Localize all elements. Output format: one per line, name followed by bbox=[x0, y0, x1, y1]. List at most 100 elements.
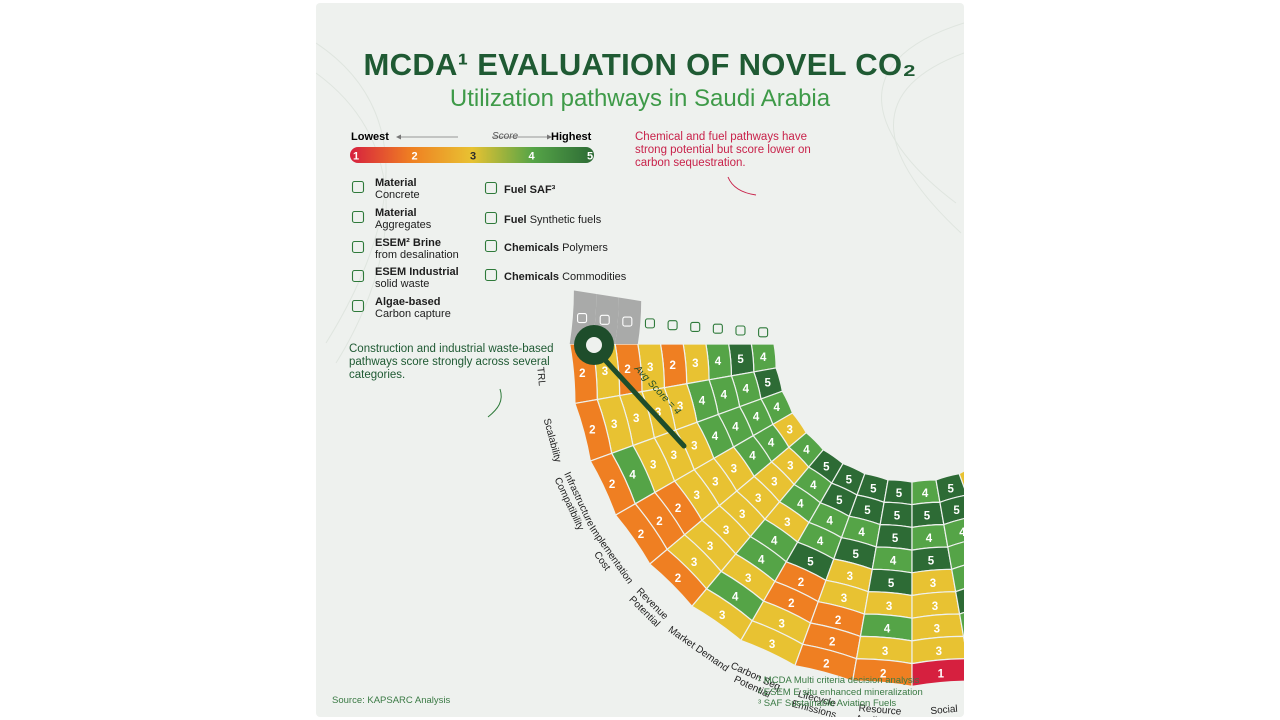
score-wheel: 4543232325444333324444333423443332224333… bbox=[568, 343, 964, 688]
cell-value-label: 4 bbox=[721, 389, 728, 401]
cell-value-label: 3 bbox=[779, 618, 785, 630]
legend-bold: Fuel SAF³ bbox=[504, 184, 556, 196]
cell-value-label: 5 bbox=[853, 549, 860, 561]
cell-value-label: 5 bbox=[870, 483, 877, 495]
cell-value-label: 3 bbox=[771, 477, 777, 489]
cell-value-label: 2 bbox=[675, 573, 681, 585]
cell-value-label: 3 bbox=[647, 362, 653, 374]
cell-value-label: 2 bbox=[656, 516, 662, 528]
scale-lowest-label: Lowest bbox=[351, 131, 389, 143]
synthetic-fuel-icon bbox=[622, 316, 633, 327]
cell-value-label: 4 bbox=[858, 527, 865, 539]
cell-value-label: 3 bbox=[745, 573, 751, 585]
cell-value-label: 5 bbox=[807, 557, 814, 569]
cell-value-label: 3 bbox=[755, 493, 761, 505]
legend-item-synthetic-fuels: Fuel Synthetic fuels bbox=[504, 214, 654, 226]
heatmap-cell bbox=[954, 588, 964, 615]
footnote-mcda: ¹ MCDA Multi criteria decision analysis bbox=[758, 675, 920, 686]
concrete-icon bbox=[351, 180, 365, 194]
legend-item-saf: Fuel SAF³ bbox=[504, 184, 654, 196]
cell-value-label: 5 bbox=[737, 354, 744, 366]
legend-bold: ESEM² Brine bbox=[375, 237, 442, 249]
cell-value-label: 3 bbox=[719, 610, 725, 622]
legend-bold: Material bbox=[375, 207, 417, 219]
legend-bold: Algae-based bbox=[375, 296, 441, 308]
column-label: InfrastructureCompatibility bbox=[551, 470, 596, 533]
footnote-esem: ² ESEM E situ enhanced mineralization bbox=[758, 686, 923, 698]
column-label: Scalability bbox=[541, 417, 563, 463]
cell-value-label: 2 bbox=[670, 360, 676, 372]
cell-value-label: 4 bbox=[817, 536, 824, 548]
polymers-icon bbox=[484, 239, 498, 253]
cell-value-label: 4 bbox=[797, 499, 804, 511]
commodities-icon bbox=[484, 268, 498, 282]
cell-value-label: 2 bbox=[880, 669, 886, 681]
cell-value-label: 4 bbox=[760, 352, 767, 364]
scale-labels: Lowest Score Highest bbox=[350, 131, 596, 145]
note-chem-arrow bbox=[727, 176, 757, 196]
cell-value-label: 4 bbox=[926, 533, 933, 545]
scale-value: 3 bbox=[470, 151, 476, 163]
cell-value-label: 3 bbox=[739, 509, 745, 521]
cell-value-label: 3 bbox=[847, 571, 853, 583]
background-lines bbox=[316, 22, 964, 364]
legend-item-concrete: Material Concrete bbox=[375, 177, 490, 201]
cell-value-label: 3 bbox=[693, 490, 699, 502]
brine-icon bbox=[712, 323, 723, 334]
legend-bold: Material bbox=[375, 177, 417, 189]
cell-value-label: 4 bbox=[803, 445, 810, 457]
legend-bold: Chemicals bbox=[504, 242, 560, 254]
cell-value-label: 3 bbox=[731, 464, 737, 476]
cell-value-label: 5 bbox=[947, 483, 954, 495]
column-label: ResourceAvailability bbox=[855, 703, 904, 717]
cell-value-label: 2 bbox=[589, 425, 595, 437]
cell-value-label: 4 bbox=[768, 438, 775, 450]
cell-value-label: 4 bbox=[771, 536, 778, 548]
scale-value: 4 bbox=[528, 151, 535, 163]
legend-text: solid waste bbox=[375, 278, 430, 290]
column-label: Market Demand bbox=[666, 624, 731, 674]
cell-value-label: 5 bbox=[896, 488, 903, 500]
brine-icon bbox=[351, 240, 365, 254]
cell-value-label: 3 bbox=[841, 593, 847, 605]
cell-value-label: 3 bbox=[707, 541, 713, 553]
cell-value-label: 3 bbox=[723, 525, 729, 537]
cell-value-label: 2 bbox=[835, 615, 841, 627]
cell-value-label: 3 bbox=[882, 646, 888, 658]
algae-icon bbox=[351, 299, 365, 313]
cell-value-label: 4 bbox=[732, 421, 739, 433]
note-const-arrow bbox=[487, 388, 502, 418]
cell-value-label: 2 bbox=[823, 659, 829, 671]
cell-value-label: 4 bbox=[773, 402, 780, 414]
cell-value-label: 4 bbox=[810, 480, 817, 492]
cell-value-label: 3 bbox=[769, 639, 775, 651]
legend-bold: ESEM Industrial bbox=[375, 266, 459, 278]
aggregates-icon bbox=[351, 210, 365, 224]
cell-value-label: 5 bbox=[888, 578, 895, 590]
cell-value-label: 3 bbox=[611, 419, 617, 431]
legend-text: Polymers bbox=[562, 242, 608, 254]
cell-value-label: 5 bbox=[894, 510, 901, 522]
cell-value-label: 5 bbox=[846, 474, 853, 486]
legend-item-aggregates: Material Aggregates bbox=[375, 207, 490, 231]
cell-value-label: 3 bbox=[886, 601, 892, 613]
page-title: MCDA¹ EVALUATION OF NOVEL CO₂ bbox=[363, 47, 917, 82]
legend-text: from desalination bbox=[375, 249, 459, 261]
legend-text: Carbon capture bbox=[375, 308, 451, 320]
legend-text: Commodities bbox=[562, 271, 627, 283]
cell-value-label: 4 bbox=[753, 412, 760, 424]
cell-value-label: 5 bbox=[892, 533, 899, 545]
cell-value-label: 2 bbox=[579, 368, 585, 380]
score-scale: 1 2 3 4 5 bbox=[350, 134, 594, 163]
cell-value-label: 3 bbox=[712, 477, 718, 489]
cell-value-label: 4 bbox=[826, 516, 833, 528]
legend-item-commodities: Chemicals Commodities bbox=[504, 271, 654, 283]
column-label: RevenuePotential bbox=[626, 586, 670, 630]
note-chemical-fuel: Chemical and fuel pathways have strong p… bbox=[635, 131, 811, 169]
cell-value-label: 4 bbox=[749, 451, 756, 463]
cell-value-label: 3 bbox=[784, 517, 790, 529]
legend-item-brine: ESEM² Brine from desalination bbox=[375, 237, 490, 261]
cell-value-label: 2 bbox=[829, 637, 835, 649]
cell-value-label: 3 bbox=[930, 578, 936, 590]
